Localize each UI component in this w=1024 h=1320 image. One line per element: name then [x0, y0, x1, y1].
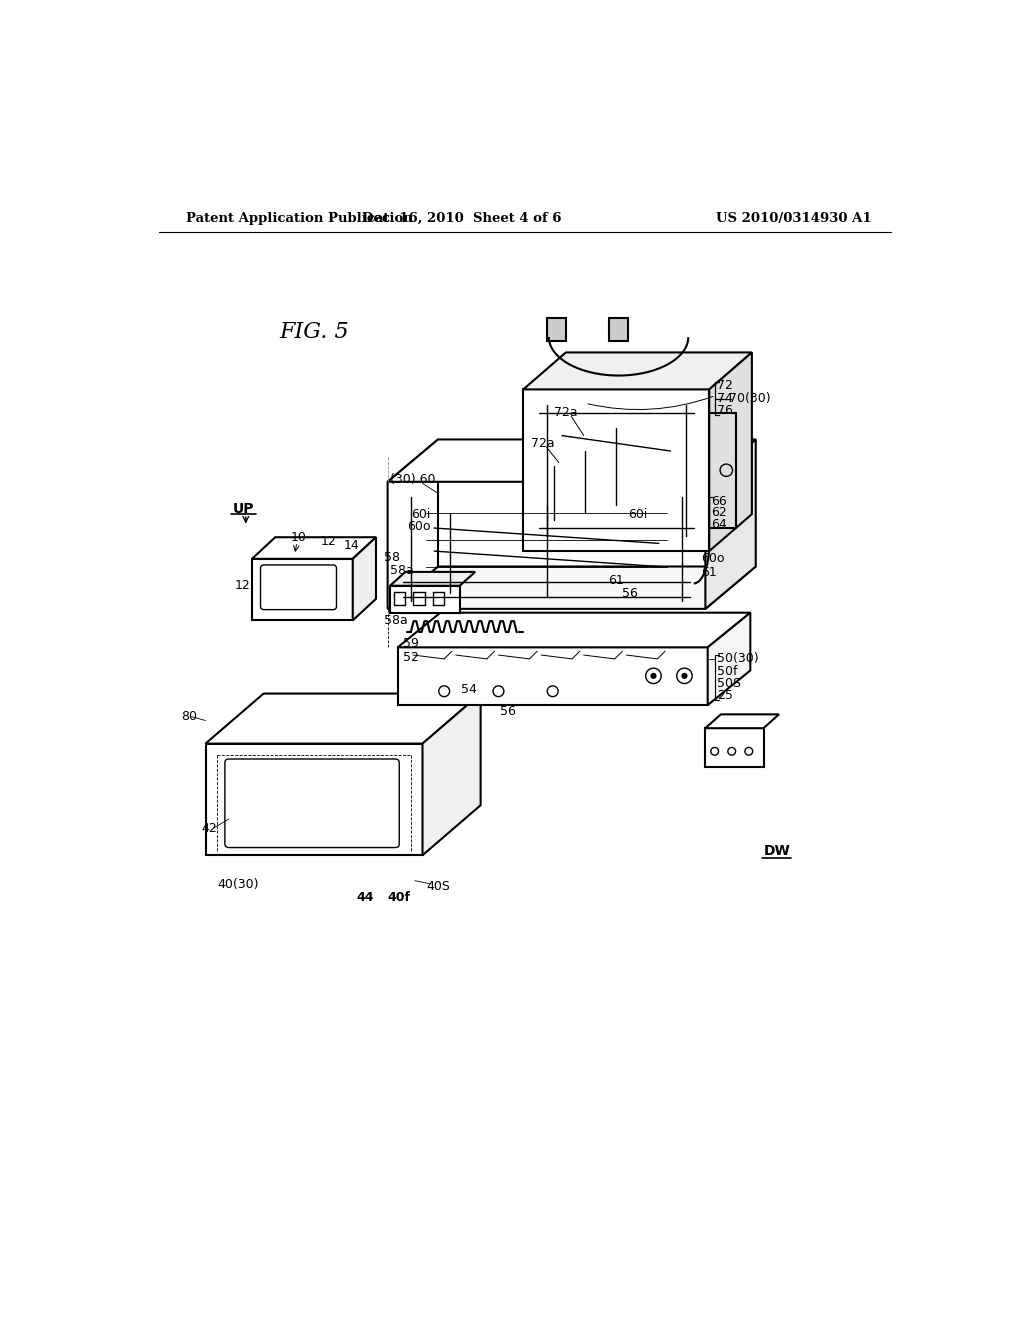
Text: 25: 25 [717, 689, 733, 702]
Polygon shape [706, 729, 764, 767]
Text: 66: 66 [711, 495, 727, 508]
Text: 42: 42 [202, 822, 217, 834]
Text: Patent Application Publication: Patent Application Publication [186, 213, 413, 224]
FancyBboxPatch shape [260, 565, 337, 610]
Polygon shape [423, 693, 480, 855]
Text: 12: 12 [321, 535, 336, 548]
Polygon shape [397, 612, 751, 647]
Text: 14: 14 [343, 539, 359, 552]
Text: 72: 72 [717, 379, 733, 392]
Text: 58a: 58a [390, 564, 414, 577]
Text: 60o: 60o [701, 552, 725, 565]
FancyBboxPatch shape [225, 759, 399, 847]
Polygon shape [206, 693, 480, 743]
Text: 40S: 40S [426, 879, 451, 892]
Text: 62: 62 [711, 506, 727, 519]
Text: Dec. 16, 2010  Sheet 4 of 6: Dec. 16, 2010 Sheet 4 of 6 [361, 213, 561, 224]
Text: 12: 12 [234, 579, 251, 593]
Text: 50f: 50f [717, 665, 737, 677]
Text: 40f: 40f [388, 891, 411, 904]
Polygon shape [206, 743, 423, 855]
Text: 64: 64 [711, 517, 727, 531]
Text: 50(30): 50(30) [717, 652, 759, 665]
Polygon shape [352, 537, 376, 620]
Text: 59: 59 [403, 638, 419, 649]
Text: 58: 58 [384, 550, 399, 564]
Polygon shape [252, 558, 352, 620]
Text: 80: 80 [180, 710, 197, 723]
Text: 60i: 60i [628, 508, 647, 520]
Text: 72a: 72a [554, 407, 578, 418]
Text: 54: 54 [461, 684, 477, 696]
Text: 40(30): 40(30) [217, 878, 259, 891]
Text: FIG. 5: FIG. 5 [280, 321, 349, 343]
Text: 74: 74 [717, 392, 733, 405]
Text: 44: 44 [356, 891, 374, 904]
Polygon shape [708, 612, 751, 705]
Text: 56: 56 [500, 705, 516, 718]
Text: 72a: 72a [531, 437, 555, 450]
Text: 61: 61 [608, 574, 625, 587]
Polygon shape [388, 566, 756, 609]
Text: 50S: 50S [717, 677, 741, 690]
Text: 60o: 60o [407, 520, 430, 533]
Text: 76: 76 [717, 404, 733, 417]
Text: 10: 10 [291, 531, 306, 544]
Text: 61: 61 [701, 566, 717, 579]
Polygon shape [390, 586, 460, 612]
Text: 58a: 58a [384, 614, 408, 627]
Polygon shape [523, 352, 752, 389]
Polygon shape [608, 318, 628, 341]
Text: US 2010/0314930 A1: US 2010/0314930 A1 [717, 213, 872, 224]
Text: 52: 52 [403, 651, 419, 664]
Polygon shape [388, 440, 438, 609]
Text: UP: UP [232, 502, 254, 516]
Polygon shape [710, 352, 752, 552]
Polygon shape [252, 537, 376, 558]
Polygon shape [523, 389, 710, 552]
Polygon shape [388, 440, 756, 482]
Text: 60i: 60i [411, 508, 430, 520]
Text: 70(30): 70(30) [729, 392, 771, 405]
Polygon shape [397, 647, 708, 705]
Polygon shape [390, 572, 475, 586]
Text: DW: DW [764, 845, 791, 858]
Polygon shape [547, 318, 566, 341]
Polygon shape [706, 714, 779, 729]
Text: 56: 56 [623, 587, 638, 601]
Circle shape [650, 673, 656, 678]
Circle shape [681, 673, 687, 678]
Text: (30) 60: (30) 60 [390, 473, 435, 486]
Polygon shape [706, 440, 756, 609]
